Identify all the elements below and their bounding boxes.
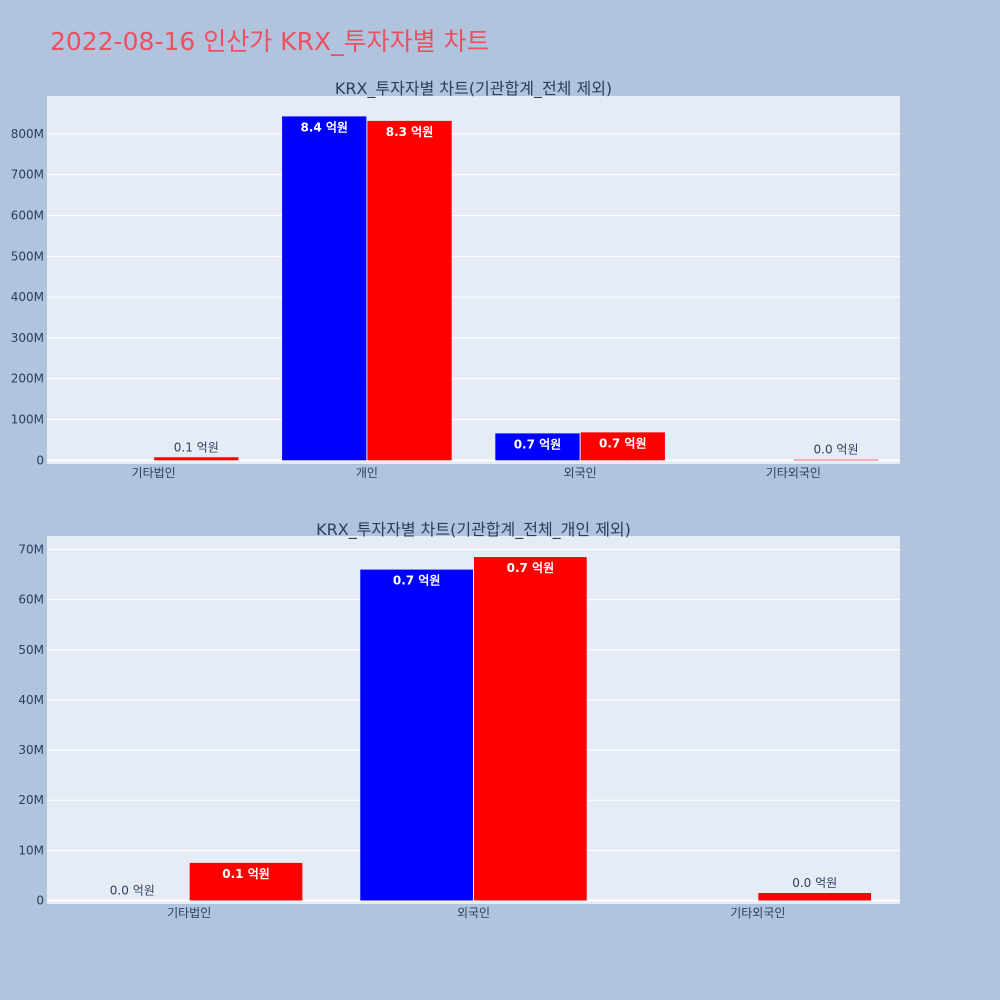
data-label: 0.1 억원 xyxy=(222,867,270,881)
y-tick-label: 30M xyxy=(18,743,44,757)
bar xyxy=(793,459,879,461)
y-tick-label: 500M xyxy=(11,249,44,263)
data-label: 0.0 억원 xyxy=(792,876,837,890)
bar xyxy=(367,120,452,461)
data-label: 0.7 억원 xyxy=(599,436,647,450)
bar xyxy=(474,557,587,901)
x-tick-label: 개인 xyxy=(356,466,378,480)
bar xyxy=(580,432,665,461)
y-tick-label: 100M xyxy=(11,413,44,427)
x-tick-label: 외국인 xyxy=(457,906,490,920)
data-label: 8.4 억원 xyxy=(300,120,348,134)
data-label: 0.0 억원 xyxy=(110,883,155,897)
bar xyxy=(758,892,872,901)
data-label: 0.7 억원 xyxy=(393,574,441,588)
data-label: 0.7 억원 xyxy=(507,561,555,575)
x-tick-label: 기타법인 xyxy=(132,466,176,480)
data-label: 0.1 억원 xyxy=(174,440,219,454)
data-label: 0.7 억원 xyxy=(514,437,562,451)
page-title: 2022-08-16 인산가 KRX_투자자별 차트 xyxy=(50,27,490,56)
chart-title: KRX_투자자별 차트(기관합계_전체_개인 제외) xyxy=(316,520,631,540)
chart-investor-all: 0 100M 200M 300M 400M 500M 600M 700M 800M KRX_투자자… xyxy=(11,79,900,480)
y-tick-label: 300M xyxy=(11,331,44,345)
x-tick-label: 기타외국인 xyxy=(730,906,785,920)
bar xyxy=(360,569,473,901)
y-tick-label: 20M xyxy=(18,793,44,807)
x-tick-label: 기타법인 xyxy=(167,906,211,920)
y-tick-label: 400M xyxy=(11,290,44,304)
chart-title: KRX_투자자별 차트(기관합계_전체 제외) xyxy=(335,79,612,99)
data-label: 0.0 억원 xyxy=(814,443,859,457)
data-label: 8.3 억원 xyxy=(386,125,434,139)
y-tick-label: 10M xyxy=(18,843,44,857)
bar xyxy=(189,862,303,901)
y-tick-label: 70M xyxy=(18,543,44,557)
x-tick-label: 외국인 xyxy=(564,466,597,480)
y-tick-label: 800M xyxy=(11,127,44,141)
bar xyxy=(495,433,580,461)
x-tick-label: 기타외국인 xyxy=(766,466,821,480)
y-tick-label: 0 xyxy=(36,453,44,467)
y-tick-label: 40M xyxy=(18,693,44,707)
y-tick-label: 200M xyxy=(11,372,44,386)
plot-area xyxy=(47,536,900,904)
bar xyxy=(282,116,367,461)
bar xyxy=(154,457,239,461)
plot-area xyxy=(47,96,900,464)
y-tick-label: 60M xyxy=(18,593,44,607)
y-tick-label: 600M xyxy=(11,209,44,223)
y-tick-label: 0 xyxy=(36,893,44,907)
y-tick-label: 700M xyxy=(11,168,44,182)
y-tick-label: 50M xyxy=(18,643,44,657)
